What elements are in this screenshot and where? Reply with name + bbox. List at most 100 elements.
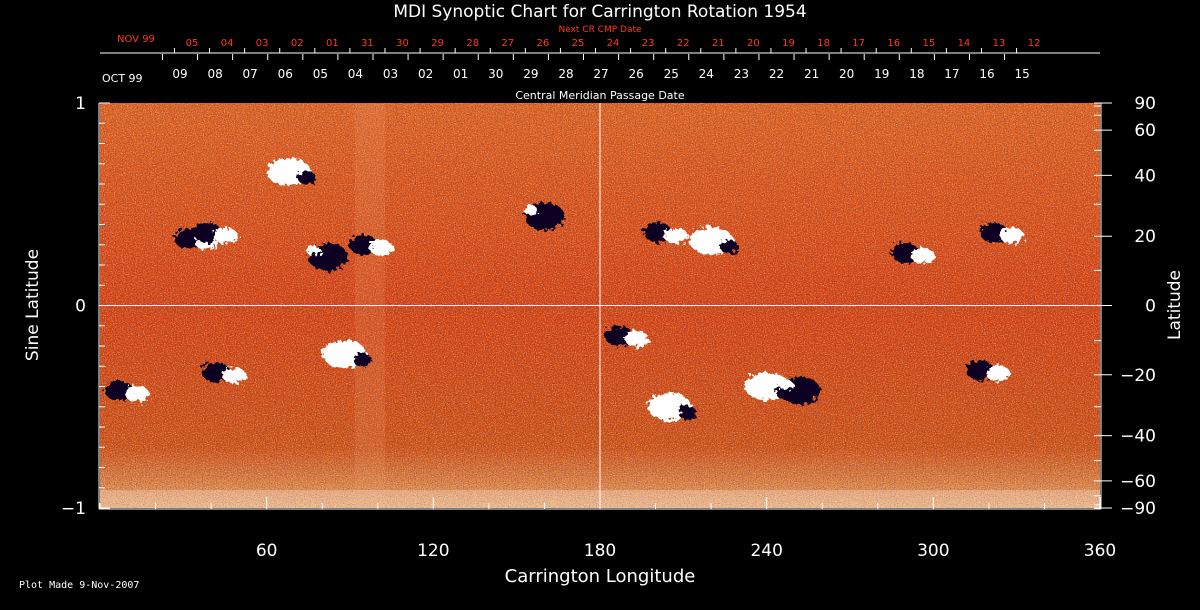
- cmp-date-label: 25: [664, 67, 679, 81]
- cmp-date-label: 05: [313, 67, 328, 81]
- y-right-tick-label: 40: [1134, 166, 1156, 186]
- next-date-label: 01: [326, 38, 339, 49]
- region-negative-part: [353, 353, 372, 368]
- cmp-date-label: 06: [278, 67, 293, 81]
- cmp-date-label: 29: [523, 67, 538, 81]
- x-tick-label: 60: [256, 541, 278, 561]
- next-date-label: 29: [431, 38, 444, 49]
- region-positive-part: [222, 367, 246, 384]
- next-date-label: 20: [747, 38, 760, 49]
- cmp-date-label: 24: [699, 67, 714, 81]
- region-positive-part: [124, 385, 149, 402]
- plot-area: [100, 103, 1100, 508]
- next-date-label: 31: [361, 38, 374, 49]
- cmp-date-label: 15: [1014, 67, 1029, 81]
- y-right-tick-label: −40: [1120, 427, 1156, 447]
- next-date-label: 14: [958, 38, 971, 49]
- next-date-label: 15: [922, 38, 935, 49]
- y-right-tick-label: 0: [1145, 297, 1156, 317]
- active-regions: [104, 157, 1024, 421]
- chart-title: MDI Synoptic Chart for Carrington Rotati…: [393, 2, 806, 22]
- region-negative-part: [720, 239, 739, 254]
- next-date-label: 27: [501, 38, 514, 49]
- next-date-label: 05: [186, 38, 199, 49]
- y-left-tick-label: −1: [61, 499, 86, 519]
- cmp-date-label: 04: [348, 67, 363, 81]
- cmp-date-label: 08: [207, 67, 222, 81]
- region-positive-part: [306, 245, 321, 256]
- region-positive-part: [999, 227, 1024, 244]
- next-date-label: 21: [712, 38, 725, 49]
- next-date-label: 02: [291, 38, 304, 49]
- right-axis: 90 60 40 20 0 −20 −40 −60 −90: [1094, 94, 1156, 519]
- next-date-label: 04: [221, 38, 234, 49]
- y-right-tick-label: −90: [1120, 499, 1156, 519]
- y-left-tick-label: 1: [75, 94, 86, 114]
- cmp-date-label: 03: [383, 67, 398, 81]
- cmp-date-label: 28: [558, 67, 573, 81]
- y-right-tick-label: 20: [1134, 227, 1156, 247]
- region-positive-part: [663, 227, 688, 244]
- left-axis: 1 0 −1: [61, 94, 110, 519]
- cmp-date-label: 23: [734, 67, 749, 81]
- region-negative-part: [297, 170, 316, 185]
- x-tick-label: 180: [584, 541, 616, 561]
- cmp-date-label: 30: [488, 67, 503, 81]
- region-positive-part: [369, 239, 394, 256]
- region-positive-part: [523, 205, 538, 216]
- cmp-axis-month: OCT 99: [102, 72, 143, 85]
- cmp-date-label: 21: [804, 67, 819, 81]
- region-positive-part: [910, 247, 935, 264]
- cmp-date-label: 02: [418, 67, 433, 81]
- region-positive-part: [985, 365, 1010, 382]
- next-date-label: 18: [817, 38, 830, 49]
- next-date-label: 13: [993, 38, 1006, 49]
- y-axis-label-right: Latitude: [1165, 270, 1185, 340]
- plot-made-note: Plot Made 9-Nov-2007: [19, 580, 140, 591]
- cmp-axis-ticks: 09 08 07 06 05 04 03 02 01 30 29 28 27 26 25 24 23 22 21 20…: [161, 54, 1030, 81]
- next-date-label: 26: [537, 38, 550, 49]
- y-left-tick-label: 0: [75, 297, 86, 317]
- cmp-date-label: 17: [944, 67, 959, 81]
- next-axis-month: NOV 99: [117, 34, 155, 45]
- bottom-axis: 60 120 180 240 300 360: [99, 497, 1116, 561]
- y-right-tick-label: 60: [1134, 121, 1156, 141]
- cmp-date-label: 16: [979, 67, 994, 81]
- next-date-label: 24: [607, 38, 620, 49]
- y-right-tick-label: −60: [1120, 472, 1156, 492]
- cmp-date-label: 01: [453, 67, 468, 81]
- cmp-date-label: 18: [909, 67, 924, 81]
- cmp-date-label: 19: [874, 67, 889, 81]
- next-date-label: 22: [677, 38, 690, 49]
- region-positive-part: [624, 330, 649, 347]
- next-date-label: 30: [396, 38, 409, 49]
- y-axis-label-left: Sine Latitude: [23, 249, 43, 361]
- x-tick-label: 240: [750, 541, 782, 561]
- next-date-label: 16: [887, 38, 900, 49]
- cmp-date-label: 09: [172, 67, 187, 81]
- region-negative-part: [678, 405, 697, 420]
- y-right-tick-label: −20: [1120, 366, 1156, 386]
- region-positive-part: [779, 379, 793, 390]
- cmp-date-label: 27: [593, 67, 608, 81]
- next-axis-label: Next CR CMP Date: [558, 25, 642, 35]
- next-date-label: 25: [572, 38, 585, 49]
- next-date-label: 17: [852, 38, 865, 49]
- x-tick-label: 300: [917, 541, 949, 561]
- region-positive-part: [213, 227, 238, 244]
- next-date-label: 23: [642, 38, 655, 49]
- x-tick-label: 120: [417, 541, 449, 561]
- next-date-label: 12: [1028, 38, 1041, 49]
- cmp-date-label: 20: [839, 67, 854, 81]
- cmp-date-label: 22: [769, 67, 784, 81]
- cmp-axis-label: Central Meridian Passage Date: [515, 89, 684, 102]
- next-date-label: 19: [782, 38, 795, 49]
- next-date-label: 28: [466, 38, 479, 49]
- x-tick-label: 360: [1084, 541, 1116, 561]
- y-right-tick-label: 90: [1134, 94, 1156, 114]
- cmp-date-label: 07: [243, 67, 258, 81]
- next-date-label: 03: [256, 38, 269, 49]
- x-axis-label: Carrington Longitude: [505, 566, 696, 587]
- next-axis-ticks: 05 04 03 02 01 31 30 29 28 27 26 25 24 23 22 21 20 19 18 17…: [173, 38, 1041, 53]
